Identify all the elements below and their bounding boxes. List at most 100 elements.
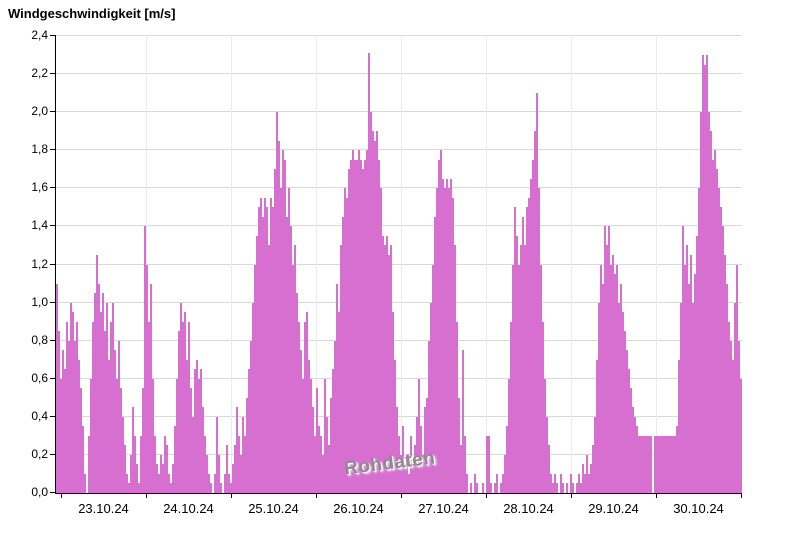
bar: [540, 264, 542, 493]
bar: [644, 435, 646, 493]
bar: [110, 321, 112, 493]
bar: [386, 235, 388, 493]
bar: [444, 188, 446, 493]
bar: [82, 426, 84, 493]
bar: [132, 407, 134, 493]
bar: [668, 435, 670, 493]
bar: [698, 188, 700, 493]
bar: [538, 188, 540, 493]
bar: [76, 321, 78, 493]
bar: [618, 302, 620, 493]
bar: [454, 245, 456, 493]
y-tick-mark: [50, 225, 55, 227]
bar: [714, 150, 716, 493]
bar: [552, 483, 554, 493]
bar: [208, 473, 210, 493]
bar: [516, 235, 518, 493]
bar: [412, 464, 414, 493]
bar: [732, 359, 734, 493]
bar: [94, 293, 96, 493]
bar: [88, 435, 90, 493]
bar: [128, 483, 130, 493]
bar: [464, 435, 466, 493]
bar: [392, 312, 394, 493]
bar: [124, 445, 126, 493]
bar: [140, 435, 142, 493]
x-tick-label: 27.10.24: [418, 501, 469, 516]
bar: [734, 302, 736, 493]
bar: [494, 483, 496, 493]
v-gridline: [656, 35, 657, 493]
bar: [66, 321, 68, 493]
bar: [712, 159, 714, 493]
bar: [474, 473, 476, 493]
bar: [696, 235, 698, 493]
bar: [302, 378, 304, 493]
bar: [232, 464, 234, 493]
bar: [308, 359, 310, 493]
bar: [340, 245, 342, 493]
bar: [496, 473, 498, 493]
bar: [248, 369, 250, 493]
y-tick-label: 1,4: [31, 218, 48, 233]
bar: [184, 312, 186, 493]
bar: [236, 407, 238, 493]
bar: [260, 197, 262, 493]
bar: [584, 473, 586, 493]
bar: [210, 483, 212, 493]
bar: [724, 254, 726, 493]
bar: [354, 159, 356, 493]
bar: [522, 216, 524, 493]
y-tick-mark: [50, 111, 55, 113]
bar: [180, 302, 182, 493]
x-tick-mark: [741, 494, 742, 498]
bar: [708, 112, 710, 493]
bar: [356, 159, 358, 493]
bar: [234, 445, 236, 493]
bar: [720, 207, 722, 493]
bar: [680, 302, 682, 493]
bar: [446, 178, 448, 493]
bar: [528, 197, 530, 493]
bar: [646, 435, 648, 493]
bar: [130, 454, 132, 493]
bar: [582, 464, 584, 493]
bar: [400, 454, 402, 493]
x-tick-mark: [316, 494, 317, 498]
bar: [456, 321, 458, 493]
bar: [556, 483, 558, 493]
bar: [134, 435, 136, 493]
bar: [600, 264, 602, 493]
bar: [72, 312, 74, 493]
bar: [442, 178, 444, 493]
bar: [640, 435, 642, 493]
h-gridline: [56, 377, 742, 379]
bar: [108, 359, 110, 493]
bar: [728, 321, 730, 493]
bar: [78, 359, 80, 493]
y-tick-mark: [50, 35, 55, 36]
bar: [244, 435, 246, 493]
bar: [122, 416, 124, 493]
bar: [56, 283, 58, 493]
bar: [80, 388, 82, 493]
bar: [68, 340, 70, 493]
bar: [632, 407, 634, 493]
bar: [300, 350, 302, 493]
bar: [532, 159, 534, 493]
bar: [426, 397, 428, 493]
bar: [194, 369, 196, 493]
bar: [596, 359, 598, 493]
bar: [154, 435, 156, 493]
bar: [550, 473, 552, 493]
bar: [656, 435, 658, 493]
bar: [462, 350, 464, 493]
bar: [736, 264, 738, 493]
h-gridline: [56, 187, 742, 189]
y-tick-mark: [50, 415, 55, 417]
bar: [190, 388, 192, 493]
bar: [370, 112, 372, 493]
bar: [334, 340, 336, 493]
bar: [682, 226, 684, 493]
bar: [228, 473, 230, 493]
